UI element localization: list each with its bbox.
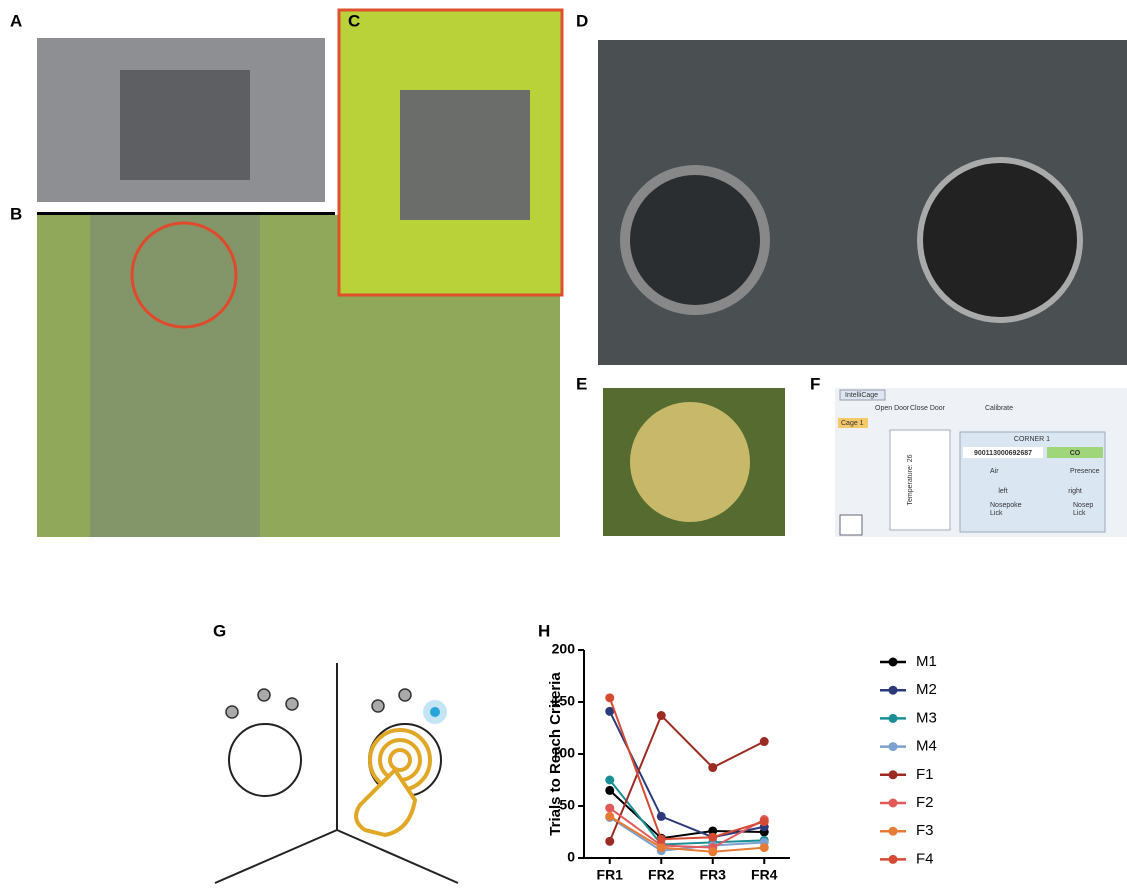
y-tick-label: 200 xyxy=(552,641,576,657)
legend-marker xyxy=(889,686,898,695)
status: CO xyxy=(1070,450,1081,457)
nosepoke: Nosepoke xyxy=(990,502,1022,509)
panel-label: D xyxy=(576,11,588,30)
button[interactable]: Open Door xyxy=(875,405,910,412)
data-point xyxy=(605,837,614,846)
panel-label: A xyxy=(10,11,22,30)
air: Air xyxy=(990,468,999,475)
data-point xyxy=(605,812,614,821)
legend-marker xyxy=(889,827,898,836)
left-label: left xyxy=(998,488,1007,495)
legend-marker xyxy=(889,742,898,751)
data-point xyxy=(760,817,769,826)
lick: Lick xyxy=(990,510,1003,517)
y-tick-label: 100 xyxy=(552,745,576,761)
legend-label: M1 xyxy=(916,653,937,670)
diagram-dots xyxy=(226,689,411,718)
x-tick-label: FR4 xyxy=(751,867,778,883)
x-tick-label: FR2 xyxy=(648,867,675,883)
data-point xyxy=(605,804,614,813)
legend-marker xyxy=(889,855,898,864)
photo-e-port xyxy=(630,402,750,522)
data-point xyxy=(760,843,769,852)
data-point xyxy=(657,711,666,720)
data-point xyxy=(657,812,666,821)
panel-label: G xyxy=(213,621,226,640)
separator xyxy=(37,212,335,215)
figure: IntelliCage Open Door Close Door Calibra… xyxy=(0,0,1127,887)
data-point xyxy=(657,835,666,844)
data-point xyxy=(657,843,666,852)
x-tick-label: FR3 xyxy=(700,867,727,883)
play-button[interactable] xyxy=(840,515,862,535)
legend-label: F2 xyxy=(916,794,934,811)
data-point xyxy=(605,786,614,795)
data-point xyxy=(708,833,717,842)
corner-title: CORNER 1 xyxy=(1014,436,1050,443)
data-point xyxy=(605,693,614,702)
legend-label: F3 xyxy=(916,822,934,839)
nosepoke: Nosep xyxy=(1073,502,1093,509)
data-point xyxy=(708,763,717,772)
data-point xyxy=(708,847,717,856)
x-tick-label: FR1 xyxy=(597,867,624,883)
series-line xyxy=(610,711,765,837)
legend-label: M4 xyxy=(916,738,937,755)
panel-label: C xyxy=(348,11,360,30)
photo-d-port xyxy=(920,160,1080,320)
series-line xyxy=(610,698,765,839)
series-line xyxy=(610,716,765,842)
data-point xyxy=(760,737,769,746)
y-tick-label: 0 xyxy=(567,849,575,865)
legend-label: F4 xyxy=(916,850,934,867)
hand-icon xyxy=(356,730,430,835)
temperature-label: Temperature: 26 xyxy=(907,454,914,505)
data-point xyxy=(605,776,614,785)
legend-marker xyxy=(889,658,898,667)
right-label: right xyxy=(1068,488,1082,495)
y-tick-label: 50 xyxy=(559,797,575,813)
legend-label: F1 xyxy=(916,766,934,783)
panel-label: B xyxy=(10,204,22,223)
legend-marker xyxy=(889,770,898,779)
y-tick-label: 150 xyxy=(552,693,576,709)
panel-label: H xyxy=(538,621,550,640)
lick: Lick xyxy=(1073,510,1086,517)
photo-a-device xyxy=(120,70,250,180)
light xyxy=(430,707,440,717)
panel-label: E xyxy=(576,374,587,393)
legend-label: M3 xyxy=(916,709,937,726)
thermometer-panel xyxy=(890,430,950,530)
tab-label: IntelliCage xyxy=(845,392,878,399)
photo-c-device xyxy=(400,90,530,220)
button[interactable]: Close Door xyxy=(910,405,946,412)
diagram-g xyxy=(215,663,458,883)
legend-marker xyxy=(889,799,898,808)
legend-label: M2 xyxy=(916,681,937,698)
panel-label: F xyxy=(810,374,820,393)
photo-d-port xyxy=(625,170,765,310)
presence: Presence xyxy=(1070,468,1100,475)
legend-marker xyxy=(889,714,898,723)
tag: 900113000692687 xyxy=(974,450,1032,457)
button[interactable]: Calibrate xyxy=(985,405,1013,412)
cage-label: Cage 1 xyxy=(841,420,864,427)
